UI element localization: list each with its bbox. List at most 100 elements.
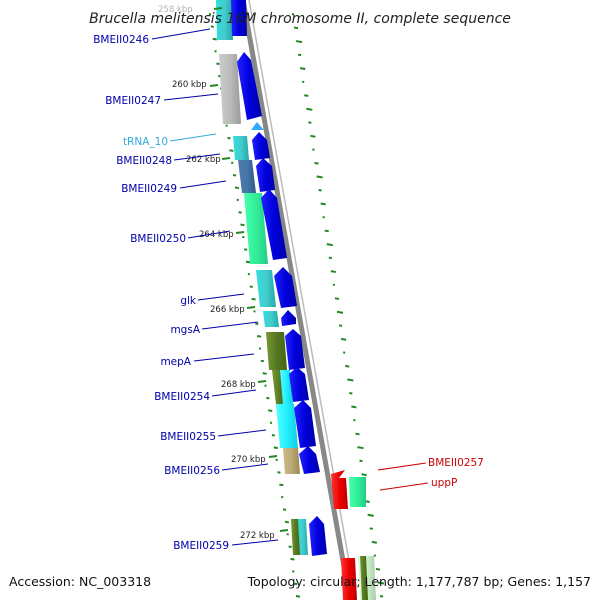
gc-dot bbox=[355, 432, 360, 436]
gc-dot bbox=[318, 188, 322, 192]
map-title: Brucella melitensis 16M chromosome II, c… bbox=[89, 11, 511, 27]
gc-dot bbox=[330, 270, 337, 274]
genome-summary-text: Topology: circular; Length: 1,177,787 bp… bbox=[247, 574, 591, 589]
gc-dot bbox=[365, 500, 370, 503]
gc-dot bbox=[308, 121, 312, 124]
cog-box bbox=[219, 54, 241, 124]
gc-dot bbox=[227, 136, 231, 140]
gc-dot bbox=[338, 324, 343, 327]
cog-box bbox=[266, 332, 287, 370]
gc-dot bbox=[379, 595, 384, 598]
gene-label-bmeii0256[interactable]: BMEII0256 bbox=[164, 465, 220, 477]
orf-arrow bbox=[289, 367, 309, 402]
orf-arrow bbox=[237, 52, 262, 120]
gc-dot bbox=[284, 520, 290, 524]
gc-dot bbox=[306, 107, 313, 111]
gc-dot bbox=[377, 581, 385, 585]
gene-label-mepa[interactable]: mepA bbox=[160, 356, 191, 368]
gc-dot bbox=[297, 53, 302, 57]
gc-dot bbox=[347, 378, 354, 382]
cog-box bbox=[298, 519, 308, 555]
gene-label-bmeii0248[interactable]: BMEII0248 bbox=[116, 155, 172, 167]
gc-dot bbox=[268, 409, 273, 412]
gene-label-bmeii0250[interactable]: BMEII0250 bbox=[130, 233, 186, 245]
gc-dot bbox=[351, 405, 357, 409]
gene-labels: BMEII0246 BMEII0247 tRNA_10 BMEII0248 BM… bbox=[93, 34, 484, 552]
forward-orf-track bbox=[231, 0, 327, 556]
orf-arrow bbox=[274, 267, 297, 308]
gene-label-bmeii0255[interactable]: BMEII0255 bbox=[160, 431, 216, 443]
cog-box bbox=[349, 477, 366, 507]
gc-dot bbox=[271, 434, 276, 437]
gc-dot bbox=[340, 337, 347, 341]
gene-label-bmeii0259[interactable]: BMEII0259 bbox=[173, 540, 229, 552]
accession-text: Accession: NC_003318 bbox=[9, 574, 151, 589]
tick-label: 266 kbp bbox=[210, 305, 245, 315]
gene-label-bmeii0254[interactable]: BMEII0254 bbox=[154, 391, 210, 403]
gc-dot bbox=[357, 446, 364, 450]
orf-arrow bbox=[256, 158, 275, 192]
orf-arrow bbox=[299, 446, 320, 474]
gc-dot bbox=[240, 223, 245, 227]
cog-box bbox=[276, 404, 298, 448]
gc-dot bbox=[295, 40, 303, 44]
tick-label: 272 kbp bbox=[240, 531, 275, 541]
gene-label-bmeii0257[interactable]: BMEII0257 bbox=[428, 457, 484, 469]
gene-label-bmeii0246[interactable]: BMEII0246 bbox=[93, 34, 149, 46]
gc-dot bbox=[245, 260, 251, 264]
gc-dot bbox=[369, 527, 373, 530]
gene-label-trna-10[interactable]: tRNA_10 bbox=[123, 136, 168, 148]
gc-dot bbox=[314, 161, 319, 165]
tick-label: 262 kbp bbox=[186, 155, 221, 165]
gc-dot bbox=[277, 471, 281, 474]
gene-label-glk[interactable]: glk bbox=[180, 295, 197, 307]
gene-label-bmeii0249[interactable]: BMEII0249 bbox=[121, 183, 177, 195]
gene-label-uppp[interactable]: uppP bbox=[431, 477, 457, 489]
gc-dot bbox=[359, 459, 363, 463]
gc-dot bbox=[256, 334, 262, 338]
gc-dot bbox=[316, 175, 323, 179]
orf-arrow bbox=[309, 516, 327, 556]
gc-dot bbox=[293, 582, 298, 586]
orf-arrow bbox=[285, 329, 305, 370]
gc-dot bbox=[324, 229, 329, 233]
orf-arrow bbox=[341, 558, 357, 600]
orf-arrow bbox=[261, 189, 287, 260]
gc-dot bbox=[367, 513, 374, 517]
gc-dot bbox=[251, 297, 256, 301]
gc-dot bbox=[212, 37, 217, 41]
gc-dot bbox=[232, 173, 237, 177]
gc-dot bbox=[349, 391, 353, 395]
cog-box bbox=[216, 0, 233, 40]
gc-dot bbox=[260, 359, 265, 363]
gc-dot bbox=[216, 62, 220, 66]
cog-box bbox=[244, 193, 268, 264]
cog-box bbox=[256, 270, 276, 307]
gc-dot bbox=[288, 545, 292, 548]
gc-dot bbox=[210, 25, 215, 28]
tick-label: 264 kbp bbox=[199, 230, 234, 240]
tick-label: 260 kbp bbox=[172, 80, 207, 90]
gc-dot bbox=[336, 310, 344, 314]
gc-dot bbox=[279, 483, 284, 487]
cog-box bbox=[233, 136, 249, 160]
kbp-ticks: 258 kbp 260 kbp 262 kbp 264 kbp 266 kbp … bbox=[158, 5, 289, 541]
gc-dot bbox=[234, 186, 240, 190]
gc-dot bbox=[320, 202, 326, 206]
cog-track bbox=[216, 0, 376, 600]
gc-dot bbox=[290, 557, 295, 561]
gc-dot bbox=[345, 364, 350, 368]
gc-dot bbox=[300, 67, 306, 71]
orf-arrow bbox=[294, 400, 316, 448]
gc-dot bbox=[310, 134, 316, 138]
gc-dot bbox=[229, 149, 234, 152]
gc-dot bbox=[326, 243, 333, 247]
gene-label-bmeii0247[interactable]: BMEII0247 bbox=[105, 95, 161, 107]
tick-label: 270 kbp bbox=[231, 455, 266, 465]
gene-label-mgsa[interactable]: mgsA bbox=[170, 324, 200, 336]
gc-dot bbox=[238, 211, 242, 214]
orf-arrow bbox=[231, 0, 247, 36]
gc-dot bbox=[304, 94, 309, 97]
cog-box bbox=[360, 556, 368, 600]
gc-dot bbox=[371, 540, 377, 544]
